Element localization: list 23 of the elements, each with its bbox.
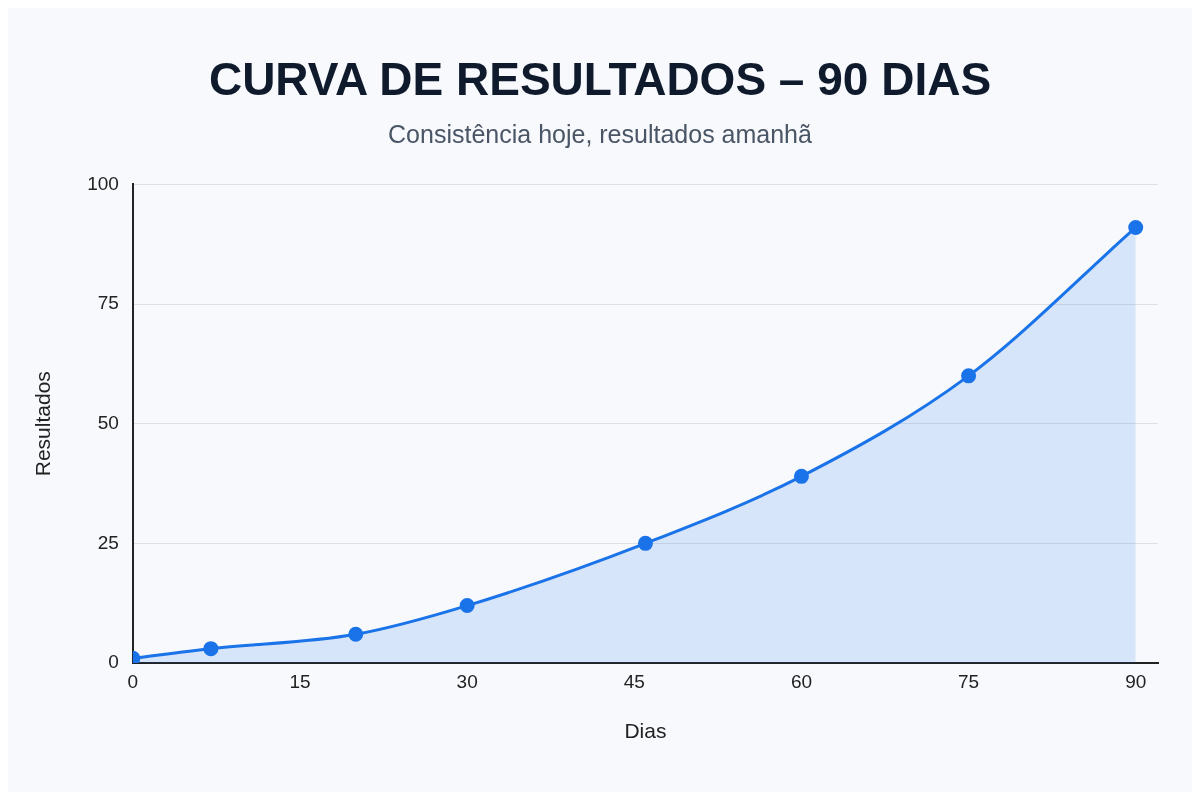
x-tick-label: 90 [1125, 670, 1147, 692]
point [203, 641, 219, 657]
y-tick-label: 0 [108, 651, 119, 673]
point [961, 368, 977, 384]
point [793, 468, 809, 484]
x-axis-title: Dias [624, 719, 667, 743]
x-tick-label: 75 [958, 670, 980, 692]
x-tick-label: 15 [289, 670, 311, 692]
chart-subtitle: Consistência hoje, resultados amanhã [387, 120, 813, 149]
y-tick-label: 75 [97, 292, 119, 314]
x-tick-label: 0 [127, 670, 139, 692]
x-tick-label: 60 [790, 670, 813, 692]
chart-title: CURVA DE RESULTADOS – 90 DIAS [207, 52, 993, 106]
x-tick-label: 30 [456, 670, 478, 692]
y-tick-label: 50 [97, 411, 119, 433]
point [348, 626, 364, 642]
y-tick-label: 100 [87, 172, 119, 194]
point [459, 598, 475, 614]
point [637, 535, 653, 551]
y-tick-label: 25 [97, 531, 119, 553]
point [1128, 219, 1144, 235]
x-tick-label: 45 [623, 670, 645, 692]
y-axis-title: Resultados [31, 371, 55, 477]
